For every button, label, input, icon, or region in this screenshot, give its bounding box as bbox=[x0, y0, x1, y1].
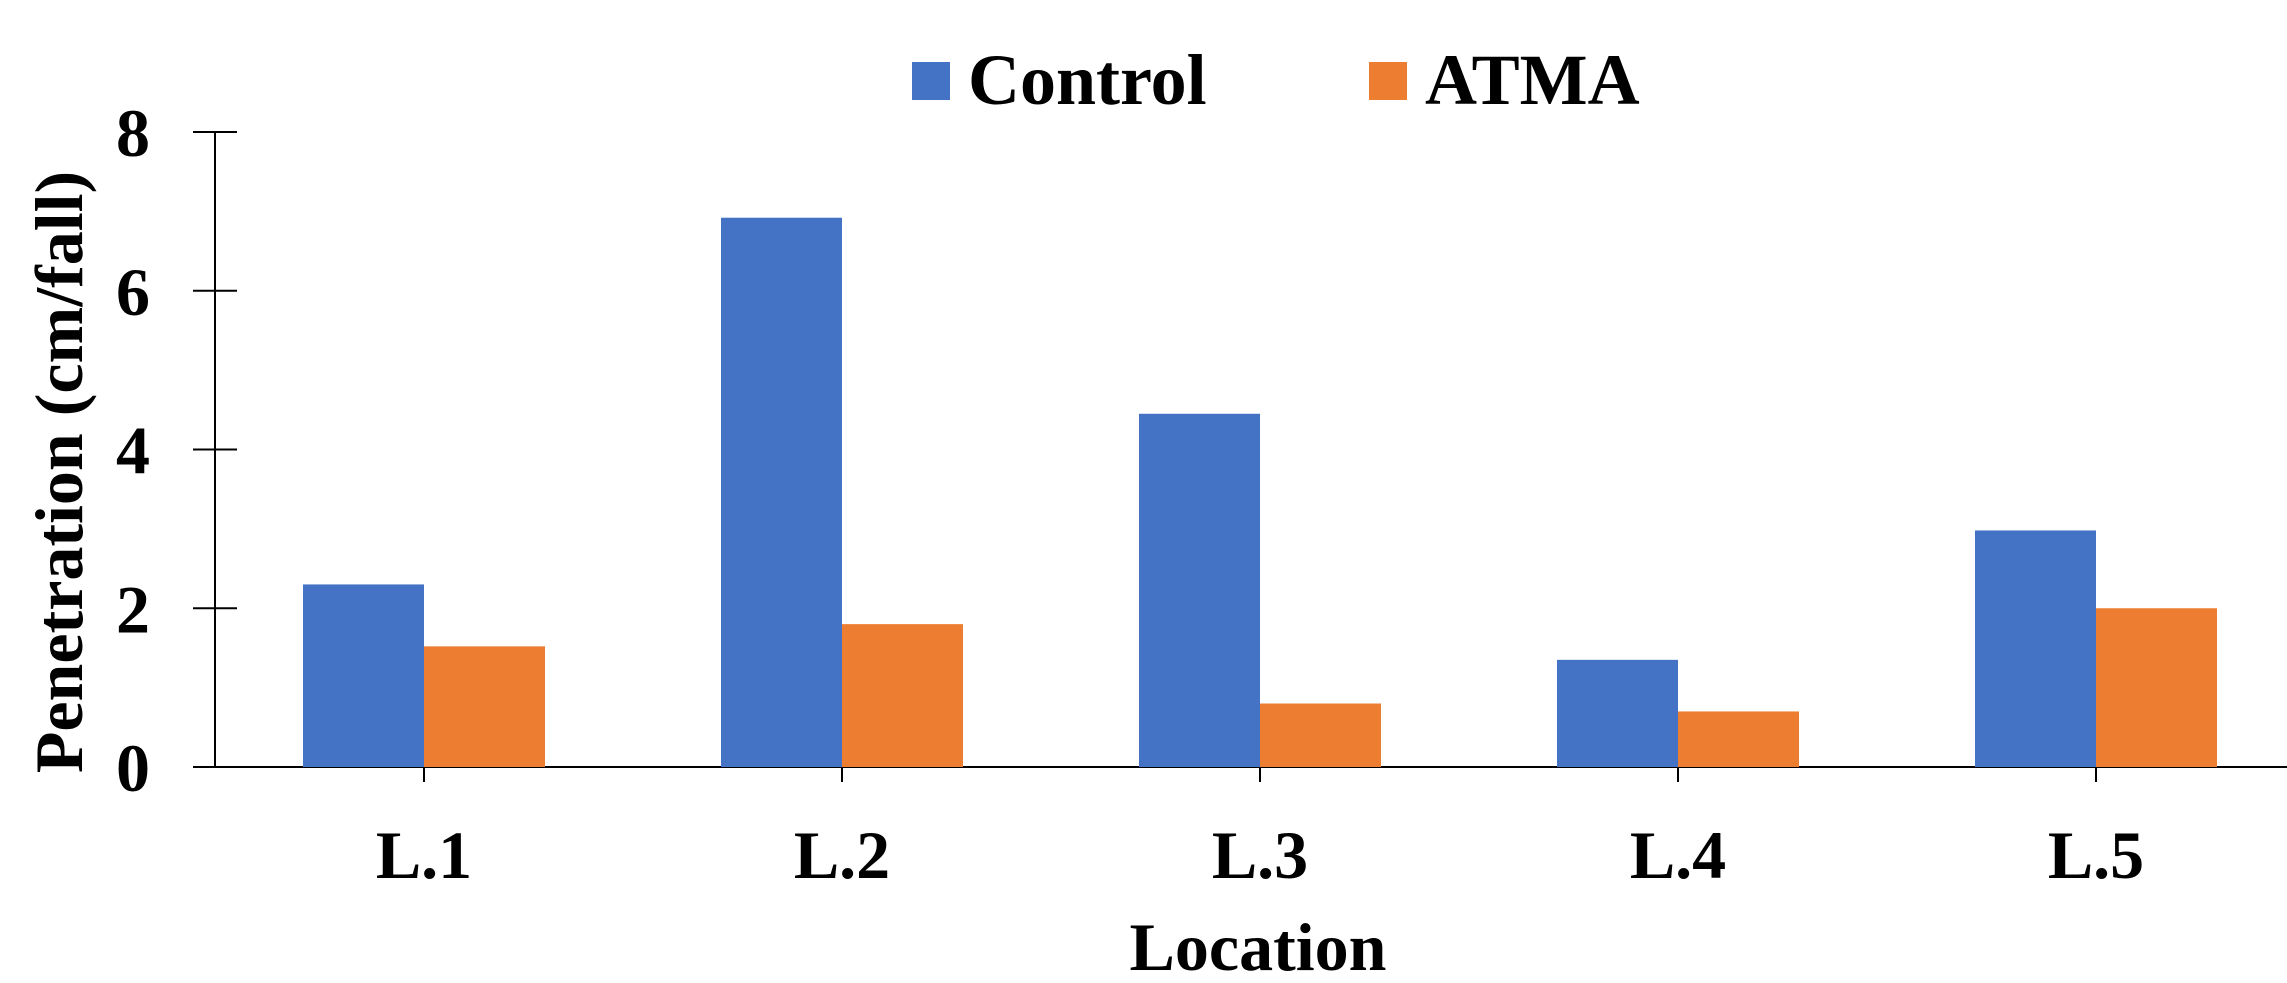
bar-atma-L3 bbox=[1260, 703, 1381, 767]
legend-swatch-atma bbox=[1369, 62, 1407, 100]
bar-atma-L2 bbox=[842, 624, 963, 767]
y-axis: 0 2 4 6 8 bbox=[116, 95, 237, 806]
x-tick-label: L.5 bbox=[2048, 817, 2144, 893]
y-tick-label: 4 bbox=[116, 413, 150, 489]
x-axis: L.1 L.2 L.3 L.4 L.5 bbox=[193, 752, 2287, 893]
bar-control-L5 bbox=[1975, 530, 2096, 767]
y-tick-label: 8 bbox=[116, 95, 150, 171]
bar-atma-L4 bbox=[1678, 711, 1799, 767]
y-tick-label: 6 bbox=[116, 254, 150, 330]
y-tick-label: 0 bbox=[116, 730, 150, 806]
bar-control-L4 bbox=[1557, 659, 1678, 767]
x-axis-title: Location bbox=[1130, 909, 1387, 983]
legend-swatch-control bbox=[912, 62, 950, 100]
bar-control-L3 bbox=[1139, 413, 1260, 767]
y-axis-title: Penetration (cm/fall) bbox=[21, 171, 97, 773]
legend: Control ATMA bbox=[912, 40, 1640, 120]
legend-label-atma: ATMA bbox=[1425, 40, 1640, 120]
legend-label-control: Control bbox=[968, 40, 1207, 120]
x-tick-label: L.4 bbox=[1630, 817, 1726, 893]
x-tick-label: L.1 bbox=[376, 817, 472, 893]
bar-atma-L5 bbox=[2096, 608, 2217, 767]
x-tick-label: L.2 bbox=[794, 817, 890, 893]
bars bbox=[303, 217, 2217, 768]
bar-control-L1 bbox=[303, 584, 424, 767]
y-tick-label: 2 bbox=[116, 571, 150, 647]
bar-control-L2 bbox=[721, 217, 842, 768]
bar-atma-L1 bbox=[424, 646, 545, 767]
x-tick-label: L.3 bbox=[1212, 817, 1308, 893]
